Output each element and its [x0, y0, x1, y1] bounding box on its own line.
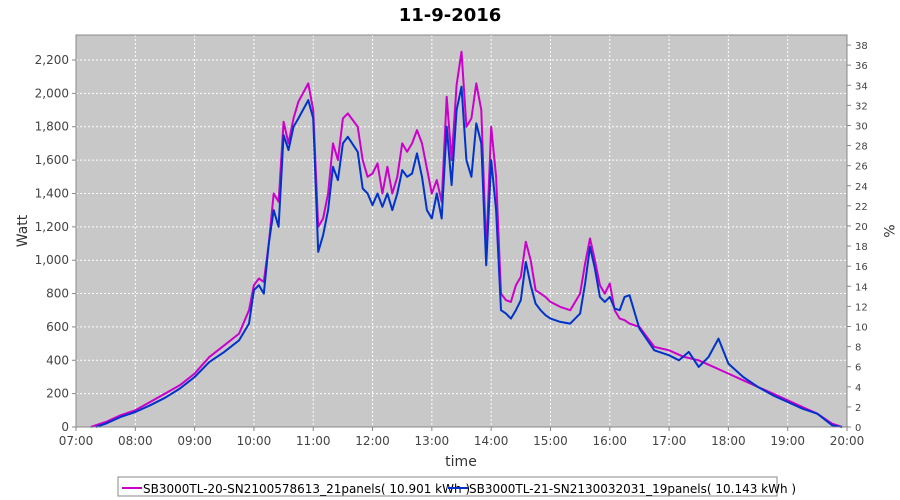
- y-tick-label: 400: [46, 353, 69, 367]
- y2-tick-label: 18: [855, 242, 868, 253]
- y2-tick-label: 26: [855, 162, 868, 173]
- plot-area: [75, 34, 848, 428]
- y2-tick-label: 30: [855, 121, 868, 132]
- x-tick-label: 15:00: [533, 434, 568, 448]
- series-line-1: [90, 50, 843, 428]
- x-axis: 07:00 08:00 09:00 10:00 11:00 12:00 13:00 14:00…: [59, 427, 865, 448]
- y-tick-label: 1,200: [35, 220, 69, 234]
- y2-tick-label: 24: [855, 182, 868, 193]
- y2-tick-label: 2: [855, 403, 861, 414]
- y-tick-label: 2,000: [35, 86, 69, 100]
- x-tick-label: 13:00: [415, 434, 450, 448]
- x-axis-label: time: [445, 454, 477, 470]
- y2-tick-label: 20: [855, 222, 868, 233]
- y-tick-label: 1,400: [35, 186, 69, 200]
- x-tick-label: 20:00: [830, 434, 865, 448]
- x-tick-label: 12:00: [355, 434, 390, 448]
- x-tick-label: 11:00: [296, 434, 331, 448]
- x-tick-label: 14:00: [474, 434, 509, 448]
- series-line-2: [95, 85, 843, 428]
- y2-tick-label: 36: [855, 61, 868, 72]
- legend-label-series-1: SB3000TL-20-SN2100578613_21panels( 10.90…: [143, 482, 470, 496]
- y-tick-label: 200: [46, 387, 69, 401]
- y2-tick-label: 34: [855, 81, 868, 92]
- y-tick-label: 1,800: [35, 120, 69, 134]
- y2-tick-label: 6: [855, 363, 861, 374]
- y2-tick-label: 10: [855, 322, 868, 333]
- x-tick-label: 19:00: [770, 434, 805, 448]
- y-tick-label: 600: [46, 320, 69, 334]
- y-tick-label: 1,600: [35, 153, 69, 167]
- x-tick-label: 08:00: [118, 434, 153, 448]
- x-tick-label: 16:00: [592, 434, 627, 448]
- y-axis: 0 200 400 600 800 1,000 1,200 1,400 1,600 1,800 2,…: [35, 53, 76, 434]
- y-axis-label: Watt: [15, 214, 31, 247]
- y2-tick-label: 28: [855, 142, 868, 153]
- y-tick-label: 1,000: [35, 253, 69, 267]
- y2-tick-label: 32: [855, 101, 868, 112]
- chart-title: 11-9-2016: [399, 5, 502, 26]
- y2-tick-label: 16: [855, 262, 868, 273]
- x-tick-label: 09:00: [177, 434, 212, 448]
- x-tick-label: 17:00: [652, 434, 687, 448]
- plot-border: [75, 34, 848, 428]
- y2-tick-label: 14: [855, 282, 868, 293]
- series-lines: [90, 50, 843, 428]
- y2-tick-label: 4: [855, 383, 861, 394]
- y-tick-label: 0: [61, 420, 69, 434]
- x-tick-label: 18:00: [711, 434, 746, 448]
- y2-tick-label: 8: [855, 343, 861, 354]
- y-tick-label: 2,200: [35, 53, 69, 67]
- y-tick-label: 800: [46, 287, 69, 301]
- x-tick-label: 07:00: [59, 434, 94, 448]
- legend: SB3000TL-20-SN2100578613_21panels( 10.90…: [117, 476, 796, 497]
- y2-tick-label: 22: [855, 202, 868, 213]
- x-tick-label: 10:00: [237, 434, 272, 448]
- y2-tick-label: 38: [855, 41, 868, 52]
- y2-tick-label: 12: [855, 302, 868, 313]
- legend-label-series-2: SB3000TL-21-SN2130032031_19panels( 10.14…: [469, 482, 796, 496]
- y2-axis-label: %: [880, 224, 896, 237]
- legend-box: [117, 476, 778, 497]
- y2-tick-label: 0: [855, 423, 861, 434]
